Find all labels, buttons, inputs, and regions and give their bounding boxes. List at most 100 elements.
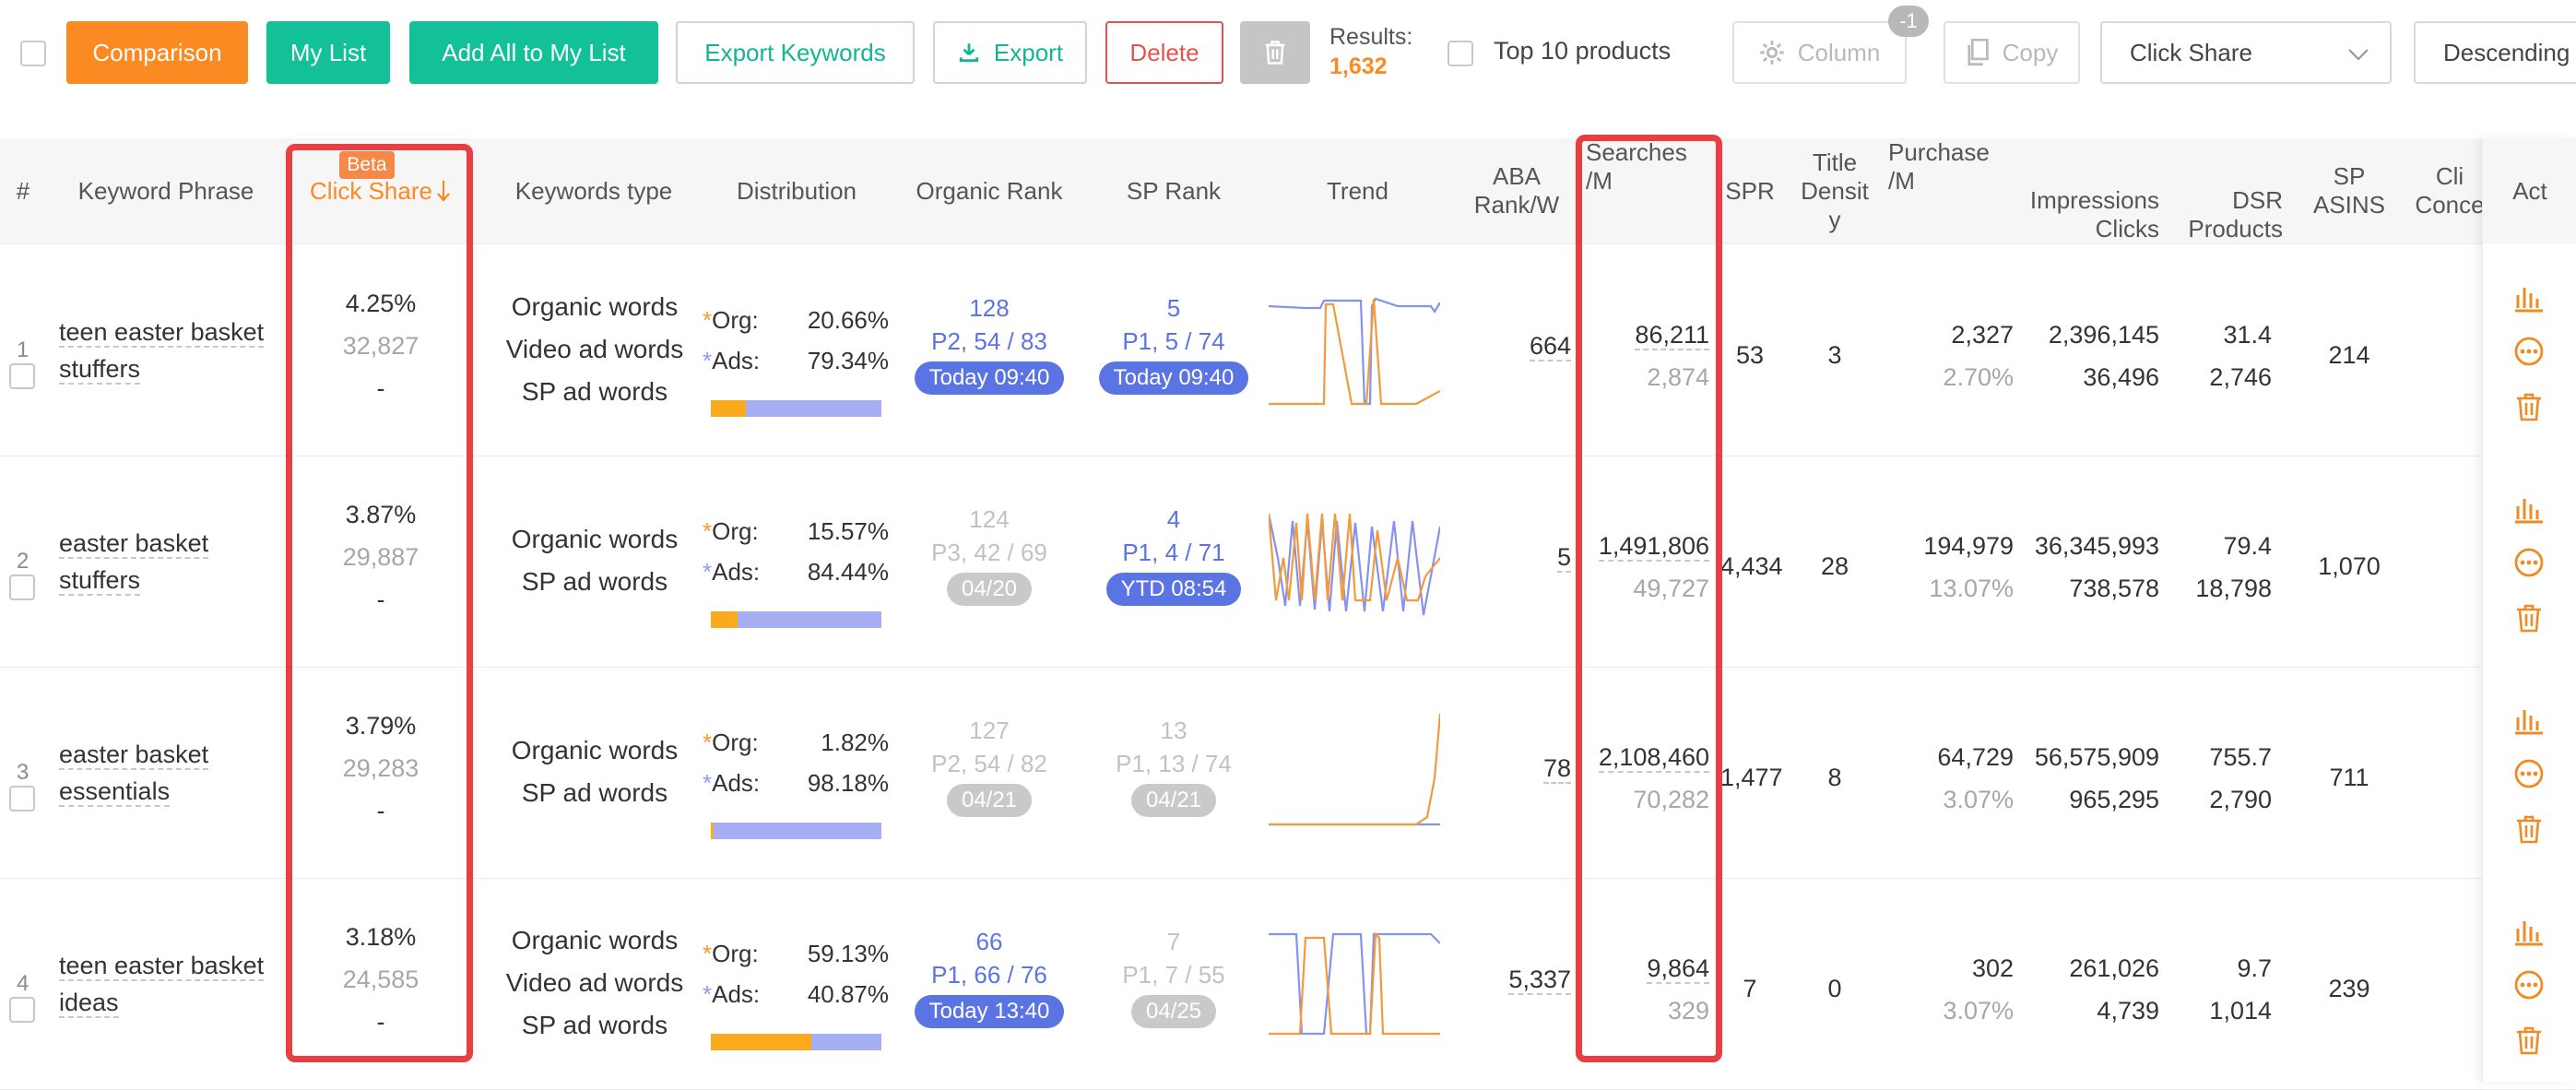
gear-icon	[1759, 41, 1784, 65]
trend-sparkline[interactable]	[1269, 291, 1440, 413]
col-impressions-clicks[interactable]: Impressions Clicks	[2010, 138, 2159, 243]
row-checkbox[interactable]	[9, 575, 35, 600]
purchase-rate: 13.07%	[1929, 575, 2014, 602]
click-extra: -	[376, 586, 385, 613]
col-keyword-phrase[interactable]: Keyword Phrase	[77, 176, 254, 205]
aba-rank[interactable]: 78	[1475, 754, 1571, 784]
ads-percent: 79.34%	[807, 347, 889, 374]
distribution-bar	[711, 823, 881, 839]
export-button[interactable]: Export	[933, 21, 1087, 84]
row-action-more-button[interactable]	[2513, 758, 2545, 789]
row-index: 3	[17, 760, 30, 785]
keyword-type-item: SP ad words	[521, 778, 668, 807]
row-action-more-button[interactable]	[2513, 547, 2545, 578]
sort-field-select[interactable]: Click Share	[2100, 21, 2392, 84]
delete-button[interactable]: Delete	[1105, 21, 1223, 84]
keyword-type-item: SP ad words	[521, 377, 668, 406]
beta-badge: Beta	[339, 151, 395, 179]
top10-checkbox[interactable]	[1448, 41, 1473, 66]
add-all-to-my-list-button[interactable]: Add All to My List	[409, 21, 658, 84]
sp-rank[interactable]: 13 P1, 13 / 74 04/21	[1091, 714, 1257, 817]
col-organic-rank[interactable]: Organic Rank	[916, 176, 1063, 205]
col-keywords-type[interactable]: Keywords type	[514, 176, 673, 205]
comparison-button[interactable]: Comparison	[66, 21, 248, 84]
col-click-concentration[interactable]: Cli Conce	[2408, 138, 2491, 243]
table-row: 1 teen easter basket stuffers 4.25% 32,8…	[0, 245, 2576, 456]
row-action-bar-chart-button[interactable]	[2513, 705, 2545, 736]
keyword-phrase[interactable]: teen easter basket stuffers	[59, 314, 265, 387]
col-spr[interactable]: SPR	[1725, 176, 1775, 205]
title-density-value: 0	[1827, 975, 1842, 1002]
aba-rank[interactable]: 5,337	[1475, 966, 1571, 995]
select-all-checkbox[interactable]	[20, 41, 46, 66]
organic-rank[interactable]: 127 P2, 54 / 82 04/21	[906, 714, 1072, 817]
row-action-trash-button[interactable]	[2513, 391, 2545, 422]
ads-label-text: Ads:	[712, 558, 761, 586]
keyword-phrase[interactable]: easter basket essentials	[59, 736, 209, 810]
trend-sparkline[interactable]	[1269, 925, 1440, 1047]
row-checkbox[interactable]	[9, 363, 35, 389]
keyword-phrase[interactable]: teen easter basket ideas	[59, 947, 265, 1021]
col-distribution[interactable]: Distribution	[736, 176, 857, 205]
col-dsr-products[interactable]: DSR Products	[2168, 138, 2283, 243]
searches-monthly[interactable]: 9,864	[1567, 954, 1709, 984]
col-purchase[interactable]: Purchase /M	[1888, 138, 2008, 243]
organic-rank[interactable]: 124 P3, 42 / 69 04/20	[906, 503, 1072, 606]
sp-rank-value: 7	[1166, 928, 1181, 955]
star-ads: *	[703, 347, 713, 374]
searches-monthly[interactable]: 2,108,460	[1567, 743, 1709, 773]
row-action-trash-button[interactable]	[2513, 1025, 2545, 1056]
bulk-trash-button[interactable]	[1240, 21, 1310, 84]
org-percent: 20.66%	[807, 306, 889, 334]
aba-rank[interactable]: 5	[1475, 543, 1571, 573]
export-keywords-button[interactable]: Export Keywords	[676, 21, 915, 84]
searches-monthly[interactable]: 1,491,806	[1567, 532, 1709, 562]
column-button[interactable]: Column	[1732, 21, 1907, 84]
row-action-trash-button[interactable]	[2513, 813, 2545, 845]
trend-sparkline[interactable]	[1269, 714, 1440, 835]
col-click-share[interactable]: Click Share	[293, 138, 468, 243]
click-extra: -	[376, 1008, 385, 1036]
col-sp-asins[interactable]: SP ASINS	[2301, 138, 2397, 243]
organic-rank[interactable]: 128 P2, 54 / 83 Today 09:40	[906, 291, 1072, 395]
keywords-type: Organic words SP ad words	[470, 518, 719, 603]
col-searches[interactable]: Searches /M	[1586, 138, 1719, 243]
my-list-button[interactable]: My List	[266, 21, 390, 84]
distribution-bar	[711, 611, 881, 628]
organic-rank[interactable]: 66 P1, 66 / 76 Today 13:40	[906, 925, 1072, 1028]
keyword-line1: teen easter basket	[59, 952, 265, 981]
products-value: 1,014	[2209, 997, 2272, 1025]
col-title-density[interactable]: Title Densit y	[1798, 138, 1872, 243]
keyword-phrase[interactable]: easter basket stuffers	[59, 525, 209, 598]
aba-rank-value: 5,337	[1508, 966, 1571, 995]
sort-order-select[interactable]: Descending	[2414, 21, 2576, 84]
row-action-more-button[interactable]	[2513, 336, 2545, 367]
sp-asins-value: 1,070	[2318, 552, 2381, 580]
row-action-bar-chart-button[interactable]	[2513, 493, 2545, 525]
col-aba-rank[interactable]: ABA Rank/W	[1452, 138, 1581, 243]
row-action-bar-chart-button[interactable]	[2513, 916, 2545, 947]
col-trend: Trend	[1327, 176, 1388, 205]
row-checkbox[interactable]	[9, 997, 35, 1023]
sp-rank[interactable]: 7 P1, 7 / 55 04/25	[1091, 925, 1257, 1028]
sp-rank[interactable]: 4 P1, 4 / 71 YTD 08:54	[1091, 503, 1257, 606]
impressions-value: 2,396,145	[2048, 321, 2159, 349]
trend-sparkline[interactable]	[1269, 503, 1440, 624]
copy-button[interactable]: Copy	[1944, 21, 2080, 84]
sp-rank-time: 04/25	[1130, 995, 1217, 1028]
row-checkbox[interactable]	[9, 786, 35, 812]
row-action-trash-button[interactable]	[2513, 602, 2545, 634]
row-action-more-button[interactable]	[2513, 969, 2545, 1001]
click-extra: -	[376, 374, 385, 402]
bar-chart-icon	[2515, 499, 2543, 524]
keyword-type-item: Video ad words	[505, 335, 684, 363]
star-ads: *	[703, 980, 713, 1008]
org-label-text: Org:	[712, 729, 759, 756]
row-action-bar-chart-button[interactable]	[2513, 282, 2545, 314]
col-sp-rank[interactable]: SP Rank	[1126, 176, 1222, 205]
sp-rank[interactable]: 5 P1, 5 / 74 Today 09:40	[1091, 291, 1257, 395]
col-index: #	[16, 176, 30, 205]
organic-rank-value: 124	[969, 505, 1010, 533]
aba-rank[interactable]: 664	[1475, 332, 1571, 361]
searches-monthly[interactable]: 86,211	[1567, 321, 1709, 350]
